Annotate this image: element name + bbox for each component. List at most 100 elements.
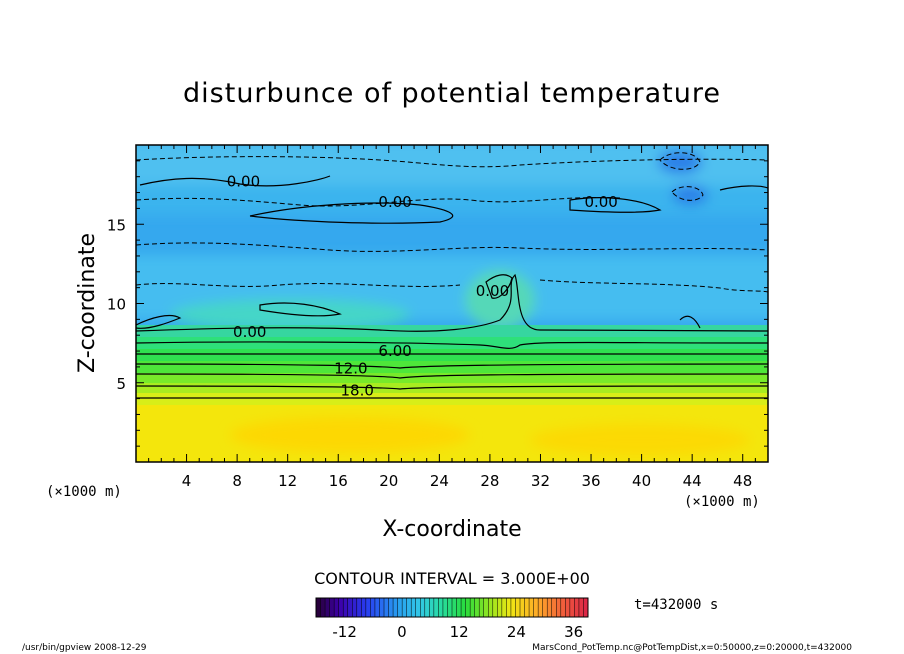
- colorbar-segment: [384, 598, 389, 617]
- colorbar-segment: [551, 598, 557, 617]
- colorbar-segment: [424, 598, 430, 617]
- x-axis-ticks: 4 8 12 16 20 24 28 32 36 40 44 48: [148, 145, 756, 490]
- colorbar-segment: [538, 598, 543, 617]
- green-band-1: [136, 337, 768, 349]
- x-tick-label: 24: [430, 472, 449, 490]
- x-tick-label: 20: [379, 472, 398, 490]
- colorbar-segment: [560, 598, 566, 617]
- green-band-5: [136, 383, 768, 393]
- x-tick-label: 4: [182, 472, 192, 490]
- colorbar-segment: [329, 598, 335, 617]
- colorbar-segment: [520, 598, 525, 617]
- colorbar-segment: [510, 598, 516, 617]
- colorbar-segment: [447, 598, 453, 617]
- colorbar-segment: [420, 598, 426, 617]
- dashed-contours: [136, 152, 768, 293]
- colorbar-segment: [497, 598, 503, 617]
- colorbar-segment: [370, 598, 376, 617]
- colorbar-segment: [461, 598, 466, 617]
- colorbar-segment: [578, 598, 584, 617]
- x-tick-label: 32: [531, 472, 550, 490]
- colorbar-segment: [325, 598, 330, 617]
- yellowgreen-band: [136, 393, 768, 405]
- y-tick-label: 15: [107, 216, 126, 234]
- colorbar-segment: [429, 598, 435, 617]
- x-tick-label: 8: [232, 472, 242, 490]
- colorbar-tick-label: 0: [397, 623, 407, 641]
- contour-interval-text: CONTOUR INTERVAL = 3.000E+00: [314, 569, 590, 588]
- contour-label: 0.00: [378, 193, 411, 211]
- colorbar-segment: [556, 598, 562, 617]
- contour-label: 0.00: [584, 193, 617, 211]
- colorbar-segment: [374, 598, 380, 617]
- y-tick-label: 10: [107, 296, 126, 314]
- colorbar-segment: [483, 598, 489, 617]
- colorbar-segment: [501, 598, 507, 617]
- contour-label: 0.00: [227, 172, 260, 190]
- x-axis-title: X-coordinate: [382, 517, 521, 542]
- colorbar-segment: [506, 598, 512, 617]
- x-tick-label: 16: [329, 472, 348, 490]
- colorbar-tick-label: 24: [507, 623, 526, 641]
- colorbar-segment: [515, 598, 521, 617]
- colorbar-segment: [343, 598, 349, 617]
- x-tick-label: 44: [683, 472, 702, 490]
- colorbar-segment: [352, 598, 358, 617]
- y-axis-title: Z-coordinate: [75, 233, 100, 373]
- colorbar-segment: [388, 598, 394, 617]
- colorbar-tick-label: -12: [332, 623, 357, 641]
- colorbar-segment: [393, 598, 398, 617]
- colorbar-segment: [356, 598, 362, 617]
- plot-area: 0.00 6.00 12.0 18.0 0.00 0.00 0.00 0.00: [136, 145, 768, 462]
- contour-label: 12.0: [334, 359, 367, 377]
- colorbar-segment: [415, 598, 421, 617]
- contour-label: 0.00: [476, 282, 509, 300]
- colorbar-segment: [442, 598, 448, 617]
- x-tick-label: 40: [632, 472, 651, 490]
- green-band-2: [136, 349, 768, 361]
- warm-patch-left: [170, 299, 410, 331]
- colorbar: [315, 597, 589, 618]
- contour-label: 18.0: [340, 382, 373, 400]
- colorbar-segment: [411, 598, 417, 617]
- contour-label: 0.00: [233, 323, 266, 341]
- x-tick-label: 36: [581, 472, 600, 490]
- colorbar-segment: [479, 598, 485, 617]
- colorbar-segment: [438, 598, 444, 617]
- colorbar-segment: [361, 598, 367, 617]
- colorbar-segment: [533, 598, 539, 617]
- colorbar-segment: [470, 598, 475, 617]
- colorbar-segment: [569, 598, 575, 617]
- colorbar-segment: [474, 598, 480, 617]
- colorbar-segment: [365, 598, 371, 617]
- colorbar-segment: [565, 598, 571, 617]
- orange-patch-right: [530, 424, 750, 456]
- colorbar-segment: [397, 598, 403, 617]
- solid-contours: [136, 175, 768, 399]
- colorbar-segment: [406, 598, 412, 617]
- colorbar-segment: [574, 598, 580, 617]
- colorbar-segment: [524, 598, 530, 617]
- colorbar-segment: [338, 598, 344, 617]
- colorbar-segment: [347, 598, 353, 617]
- x-tick-label: 12: [278, 472, 297, 490]
- colorbar-segment: [529, 598, 534, 617]
- y-tick-label: 5: [116, 375, 126, 393]
- colorbar-tick-label: 12: [450, 623, 469, 641]
- chart-title: disturbunce of potential temperature: [183, 78, 721, 109]
- colorbar-segment: [452, 598, 457, 617]
- colorbar-segment: [456, 598, 462, 617]
- colorbar-segment: [488, 598, 494, 617]
- colorbar-frame: [315, 597, 589, 618]
- colorbar-segment: [402, 598, 407, 617]
- colorbar-segment: [492, 598, 498, 617]
- footer-right: MarsCond_PotTemp.nc@PotTempDist,x=0:5000…: [532, 643, 852, 653]
- x-tick-label: 28: [480, 472, 499, 490]
- colorbar-tick-label: 36: [564, 623, 583, 641]
- orange-patch: [230, 417, 470, 453]
- footer-left: /usr/bin/gpview 2008-12-29: [22, 643, 147, 653]
- colorbar-segment: [547, 598, 553, 617]
- x-unit-label-left: (×1000 m): [46, 484, 122, 500]
- contour-labels: 0.00 6.00 12.0 18.0 0.00 0.00 0.00 0.00: [227, 172, 618, 400]
